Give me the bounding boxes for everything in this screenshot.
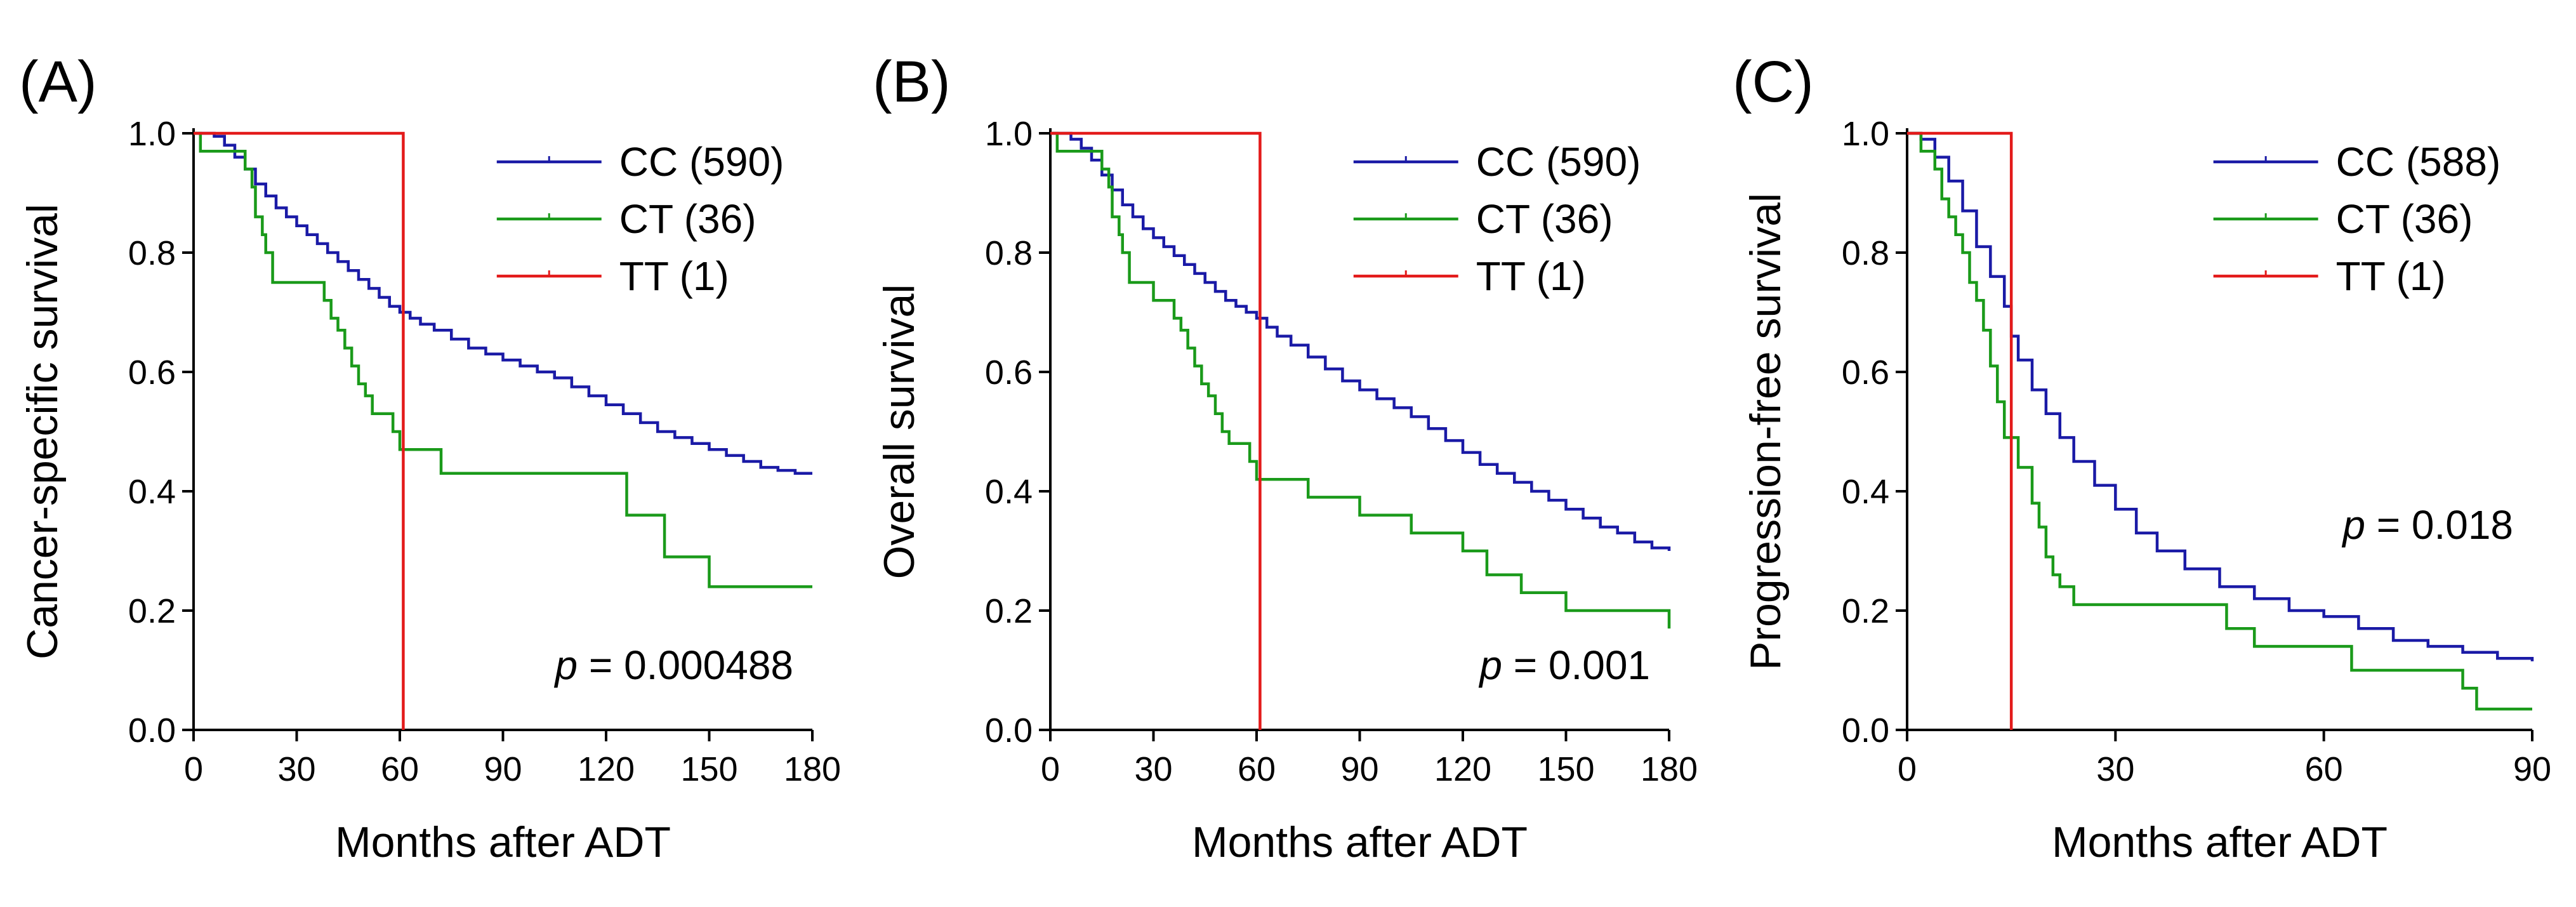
y-axis-title: Progression-free survival: [1741, 193, 1790, 670]
x-tick-label: 60: [2305, 750, 2343, 788]
legend-label: TT (1): [619, 253, 729, 299]
y-tick-label: 0.2: [1842, 592, 1889, 630]
y-tick-label: 0.4: [985, 473, 1033, 511]
legend-label: CT (36): [619, 196, 756, 242]
y-tick-label: 0.0: [985, 712, 1033, 750]
p-value-text: = 0.018: [2365, 502, 2513, 548]
y-tick-label: 0.6: [985, 354, 1033, 392]
x-tick-label: 180: [784, 750, 841, 788]
chart-panel-1: (A) 0.0 0.2 0.4 0.6 0.8 1.0 0 30 60 90 120 150 180 Mon…: [18, 50, 841, 866]
x-tick-label: 90: [1340, 750, 1378, 788]
p-value-annotation: p = 0.018: [2341, 502, 2513, 548]
y-tick-label: 0.8: [1842, 234, 1889, 272]
y-tick-label: 0.0: [128, 712, 176, 750]
x-tick-label: 0: [1041, 750, 1060, 788]
legend-label: CC (590): [1476, 139, 1641, 185]
series-line-ct: [1907, 131, 2532, 711]
p-value-symbol: p: [2341, 502, 2365, 548]
y-tick-label: 0.2: [985, 592, 1033, 630]
y-tick-label: 1.0: [128, 115, 176, 153]
panel-label: (B): [873, 50, 951, 114]
y-axis-title: Overall survival: [875, 284, 923, 579]
p-value-annotation: p = 0.000488: [554, 642, 793, 688]
x-tick-label: 0: [1898, 750, 1917, 788]
x-tick-label: 30: [2096, 750, 2134, 788]
x-tick-label: 60: [381, 750, 419, 788]
y-tick-label: 0.8: [128, 234, 176, 272]
series-line-ct: [1050, 131, 1671, 629]
x-tick-label: 120: [578, 750, 635, 788]
panel-label: (C): [1733, 50, 1814, 114]
legend-label: CC (590): [619, 139, 784, 185]
x-tick-label: 60: [1238, 750, 1276, 788]
y-tick-label: 1.0: [985, 115, 1033, 153]
p-value-symbol: p: [1478, 642, 1502, 688]
series-line-tt: [1050, 131, 1262, 730]
p-value-text: = 0.000488: [578, 642, 793, 688]
x-axis-title: Months after ADT: [1192, 818, 1528, 866]
x-tick-label: 150: [680, 750, 737, 788]
y-axis-title: Cancer-specific survival: [18, 204, 67, 659]
x-tick-label: 90: [2513, 750, 2551, 788]
legend-label: CT (36): [2336, 196, 2473, 242]
y-tick-label: 0.2: [128, 592, 176, 630]
y-tick-label: 0.6: [128, 354, 176, 392]
y-tick-label: 0.4: [1842, 473, 1889, 511]
x-axis-title: Months after ADT: [335, 818, 671, 866]
x-axis-title: Months after ADT: [2052, 818, 2388, 866]
x-tick-label: 180: [1641, 750, 1698, 788]
y-tick-label: 0.0: [1842, 712, 1889, 750]
y-tick-label: 0.8: [985, 234, 1033, 272]
y-tick-label: 0.4: [128, 473, 176, 511]
series-line-cc: [1907, 131, 2534, 661]
series-line-ct: [194, 131, 812, 588]
x-tick-label: 120: [1434, 750, 1491, 788]
panel-label: (A): [19, 50, 97, 114]
y-tick-label: 0.6: [1842, 354, 1889, 392]
chart-panel-2: (B) 0.0 0.2 0.4 0.6 0.8 1.0 0 30 60 90 120 150 180 Mon…: [873, 50, 1698, 866]
series-line-cc: [194, 131, 812, 475]
x-tick-label: 0: [184, 750, 203, 788]
chart-panel-3: (C) 0.0 0.2 0.4 0.6 0.8 1.0 0 30 60 90 Months after…: [1733, 50, 2551, 866]
x-tick-label: 150: [1537, 750, 1594, 788]
x-tick-label: 90: [484, 750, 522, 788]
y-tick-label: 1.0: [1842, 115, 1889, 153]
series-line-cc: [1050, 131, 1671, 551]
series-line-tt: [194, 131, 405, 730]
legend-label: TT (1): [2336, 253, 2446, 299]
legend-label: TT (1): [1476, 253, 1586, 299]
legend-label: CC (588): [2336, 139, 2501, 185]
x-tick-label: 30: [277, 750, 315, 788]
p-value-symbol: p: [554, 642, 578, 688]
legend-label: CT (36): [1476, 196, 1613, 242]
x-tick-label: 30: [1134, 750, 1172, 788]
p-value-annotation: p = 0.001: [1478, 642, 1650, 688]
p-value-text: = 0.001: [1502, 642, 1650, 688]
series-line-tt: [1907, 131, 2013, 730]
